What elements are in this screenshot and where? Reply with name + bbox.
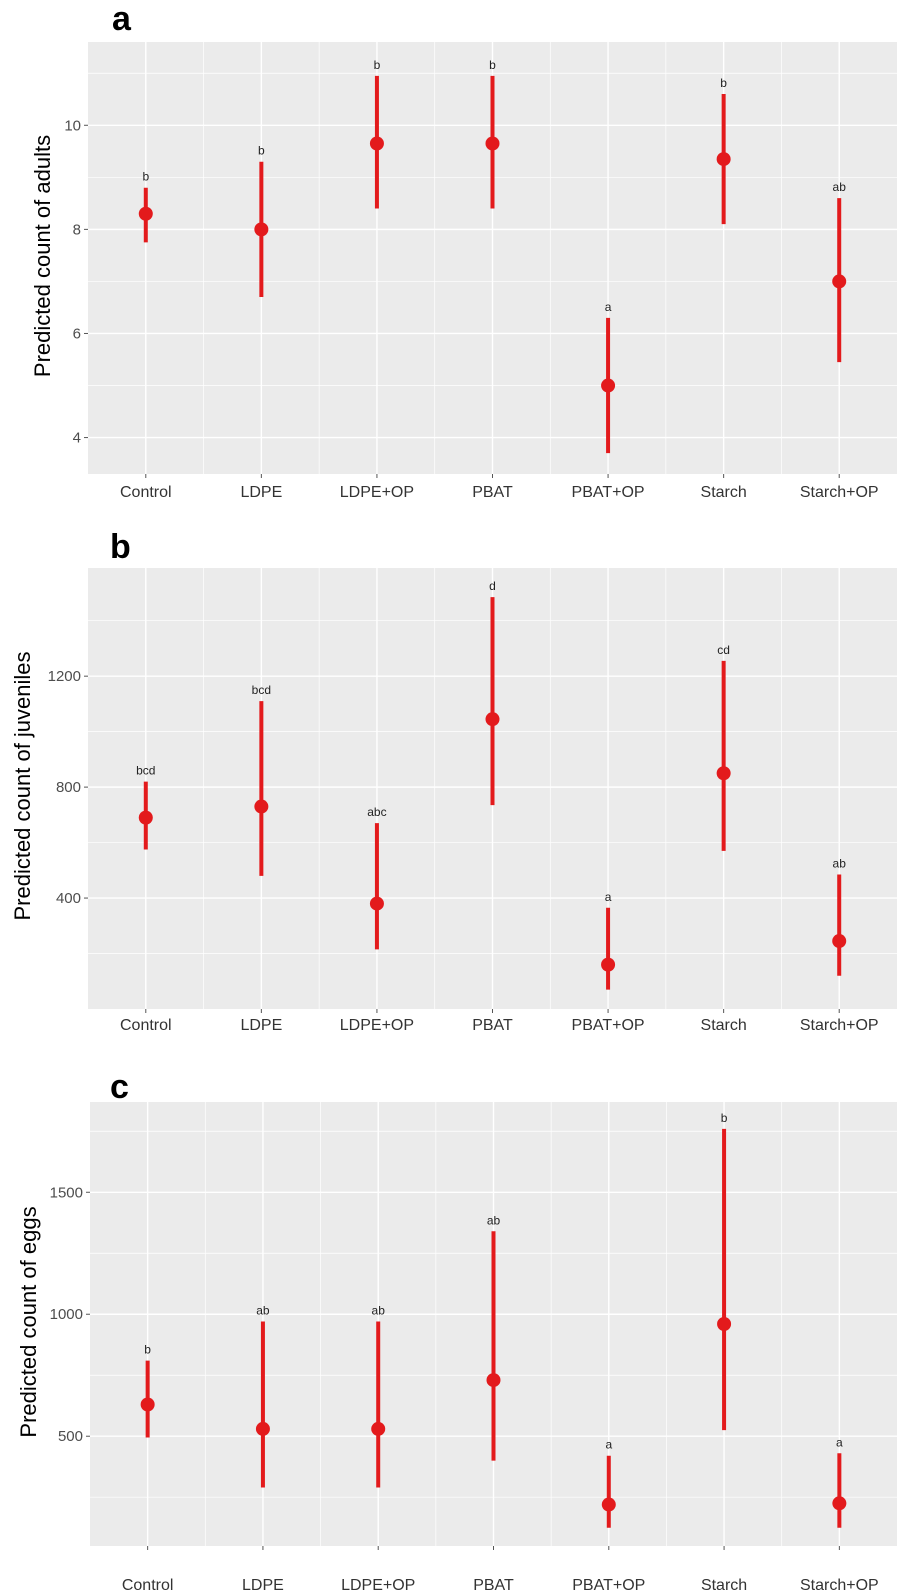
- significance-letter: ab: [833, 180, 847, 194]
- y-tick-label: 4: [73, 430, 81, 447]
- panel-b: b Predicted count of juveniles 400 800 120…: [10, 528, 897, 1034]
- significance-letter: bcd: [252, 683, 271, 697]
- y-tick-label: 1200: [48, 668, 81, 685]
- x-tick-label: Starch+OP: [800, 484, 879, 501]
- significance-letter: a: [605, 1438, 612, 1452]
- significance-letter: b: [374, 58, 381, 72]
- y-axis-label-juveniles: Predicted count of juveniles: [10, 651, 35, 920]
- x-tick-label: Control: [122, 1577, 174, 1594]
- x-tick-label: PBAT: [472, 1017, 513, 1034]
- panel-c: c Predicted count of eggs 500 1000 1500 Con…: [16, 1068, 897, 1594]
- data-point: [716, 152, 731, 167]
- x-tick-label: Starch: [701, 1577, 747, 1594]
- x-tick-label: LDPE: [242, 1577, 284, 1594]
- data-point: [485, 712, 500, 727]
- x-tick-label: LDPE: [240, 484, 282, 501]
- data-point: [138, 206, 153, 221]
- y-axis-label-adults: Predicted count of adults: [30, 135, 55, 377]
- x-tick-label: PBAT+OP: [572, 1577, 645, 1594]
- significance-letter: a: [605, 890, 612, 904]
- data-point: [716, 766, 731, 781]
- y-tick-label: 1000: [50, 1306, 83, 1323]
- y-tick-label: 8: [73, 221, 81, 238]
- data-point: [832, 934, 847, 949]
- x-tick-label: LDPE: [240, 1017, 282, 1034]
- significance-letter: b: [489, 58, 496, 72]
- x-tick-label: Control: [120, 484, 172, 501]
- x-tick-label: Control: [120, 1017, 172, 1034]
- x-tick-label: LDPE+OP: [340, 1017, 414, 1034]
- significance-letter: ab: [487, 1213, 501, 1227]
- x-tick-label: Starch: [701, 1017, 747, 1034]
- data-point: [832, 1496, 847, 1511]
- data-point: [255, 1421, 270, 1436]
- significance-letter: ab: [833, 856, 847, 870]
- y-axis-label-eggs: Predicted count of eggs: [16, 1206, 41, 1437]
- data-point: [369, 136, 384, 151]
- x-tick-label: PBAT: [472, 484, 513, 501]
- data-point: [138, 810, 153, 825]
- y-tick-label: 800: [56, 779, 81, 796]
- significance-letter: b: [720, 76, 727, 90]
- panel-label-a: a: [112, 0, 132, 38]
- data-point: [485, 136, 500, 151]
- significance-letter: b: [721, 1111, 728, 1125]
- data-point: [371, 1421, 386, 1436]
- significance-letter: b: [142, 170, 149, 184]
- data-point: [254, 799, 269, 814]
- x-tick-label: Starch: [701, 484, 747, 501]
- y-tick-label: 500: [58, 1428, 83, 1445]
- x-tick-label: Starch+OP: [800, 1017, 879, 1034]
- significance-letter: ab: [256, 1304, 270, 1318]
- data-point: [140, 1397, 155, 1412]
- y-tick-label: 400: [56, 890, 81, 907]
- y-tick-label: 6: [73, 325, 81, 342]
- y-tick-label: 1500: [50, 1184, 83, 1201]
- significance-letter: a: [605, 300, 612, 314]
- significance-letter: d: [489, 579, 496, 593]
- data-point: [601, 378, 616, 393]
- data-point: [486, 1373, 501, 1388]
- significance-letter: bcd: [136, 764, 155, 778]
- data-point: [601, 957, 616, 972]
- panel-label-b: b: [110, 528, 131, 566]
- x-tick-label: PBAT+OP: [572, 484, 645, 501]
- x-tick-label: LDPE+OP: [340, 484, 414, 501]
- data-point: [832, 274, 847, 289]
- data-point: [601, 1497, 616, 1512]
- y-tick-label: 10: [64, 117, 81, 134]
- x-tick-label: LDPE+OP: [341, 1577, 415, 1594]
- significance-letter: ab: [372, 1304, 386, 1318]
- x-tick-label: PBAT: [473, 1577, 514, 1594]
- data-point: [369, 896, 384, 911]
- significance-letter: cd: [717, 643, 730, 657]
- significance-letter: a: [836, 1435, 843, 1449]
- panel-a: a Predicted count of adults 4 6 8 10 Control…: [30, 0, 897, 501]
- data-point: [717, 1317, 732, 1331]
- data-point: [254, 222, 269, 237]
- x-tick-label: Starch+OP: [800, 1577, 879, 1594]
- panel-label-c: c: [110, 1068, 129, 1106]
- x-tick-label: PBAT+OP: [572, 1017, 645, 1034]
- significance-letter: b: [144, 1343, 151, 1357]
- significance-letter: abc: [367, 805, 386, 819]
- significance-letter: b: [258, 144, 265, 158]
